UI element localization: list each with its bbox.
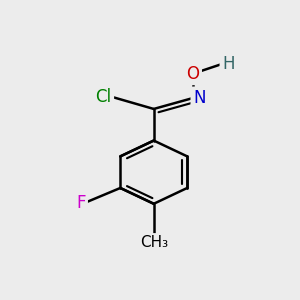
Text: H: H (222, 55, 235, 73)
Text: Cl: Cl (95, 88, 112, 106)
Text: F: F (76, 194, 86, 211)
Text: N: N (193, 89, 206, 107)
Text: O: O (187, 65, 200, 83)
Text: CH₃: CH₃ (140, 236, 168, 250)
